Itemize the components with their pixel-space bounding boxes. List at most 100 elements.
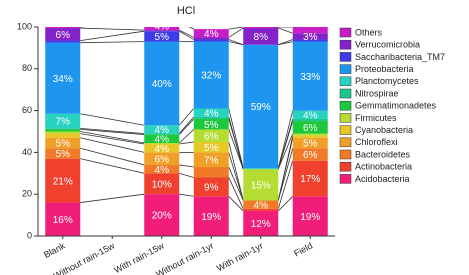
bar-segment [292,121,328,134]
link-line [80,158,145,174]
bar-segment [243,27,279,29]
bar-segment [193,196,229,236]
link-line [228,108,244,169]
value-label: 4% [155,22,170,33]
bar-segment [292,137,328,149]
value-label: 6% [303,123,318,134]
bar-segment [144,27,180,31]
link-line [277,160,294,209]
link-line [80,129,145,136]
bar-segment [193,152,229,168]
link-line [228,27,244,38]
link-line [179,164,194,168]
bar-segment [45,40,81,43]
link-line [228,196,244,212]
bar-segment [243,28,279,45]
y-tick-label: 100 [17,21,32,31]
legend-swatch [339,161,352,172]
link-line [278,27,293,34]
bar-segment [45,158,81,203]
value-label: 40% [152,79,172,90]
y-tick-label: 40 [22,147,32,157]
link-line [277,110,294,169]
bar-segment [144,31,180,42]
link-line [228,27,244,30]
value-label: 10% [152,179,172,190]
link-line [80,27,86,28]
x-tick-label: Blank [42,240,67,260]
legend-label: Firmicutes [355,113,397,123]
legend-swatch [339,64,352,74]
x-tick-label: With rain-1yr [215,241,265,274]
bar-segment [45,129,81,132]
bar-segment [292,41,328,111]
link-line [188,27,194,30]
link-line [80,30,145,41]
bar-segment [292,196,328,236]
bar-segment [292,33,328,40]
bar-segment [193,37,229,40]
value-label: 4% [155,125,170,136]
value-label: 21% [53,176,73,187]
link-line [80,41,145,44]
value-label: 9% [204,183,219,194]
link-line [179,29,194,38]
link-line [80,27,145,31]
value-label: 12% [251,219,271,230]
legend-label: Verrucomicrobia [355,40,420,50]
bar-segment [292,110,328,119]
bar-segment [45,128,81,130]
bar-segment [193,118,229,130]
legend-label: Bacteroidetes [355,149,411,159]
legend-swatch [339,113,352,123]
link-line [80,137,145,153]
bar-segment [144,152,180,165]
value-label: 20% [152,211,172,222]
legend-swatch [339,100,352,111]
bar-segment [144,164,180,174]
value-label: 7% [204,155,219,166]
bar-segment [45,137,81,149]
link-line [277,118,294,170]
value-label: 17% [300,174,320,185]
legend-swatch [339,174,352,184]
value-label: 19% [300,212,320,223]
chart-title: HCl [177,5,195,17]
bar-segment [292,160,328,197]
bar-segment [144,134,180,143]
bar-segment [144,144,180,153]
bar-segment [193,129,229,142]
bar-segment [193,39,229,42]
y-tick-label: 80 [22,63,32,73]
link-line [80,133,145,145]
link-line [179,141,194,145]
value-label: 6% [204,131,219,142]
x-tick-label: Field [292,241,314,259]
link-line [179,193,194,197]
bar-segment [243,44,279,169]
link-line [277,135,294,201]
link-line [228,141,244,201]
bar-segment [45,148,81,159]
value-label: 5% [56,139,71,150]
bar-segment [144,125,180,134]
link-line [228,116,244,170]
link-line [80,127,145,134]
legend-label: Nitrospirae [355,88,399,98]
link-line [80,131,145,144]
bar-segment [193,141,229,153]
link-line [178,129,195,144]
bar-segment [45,131,81,134]
value-label: 5% [56,149,71,160]
link-line [228,39,244,46]
legend-swatch [339,76,352,87]
link-line [179,172,194,178]
bar-segment [243,169,279,201]
value-label: 8% [254,32,269,43]
link-line [80,113,145,126]
bar-segment [193,29,229,38]
legend-swatch [339,149,352,160]
value-label: 6% [155,154,170,165]
value-label: 5% [155,32,170,43]
bar-segment [193,177,229,197]
